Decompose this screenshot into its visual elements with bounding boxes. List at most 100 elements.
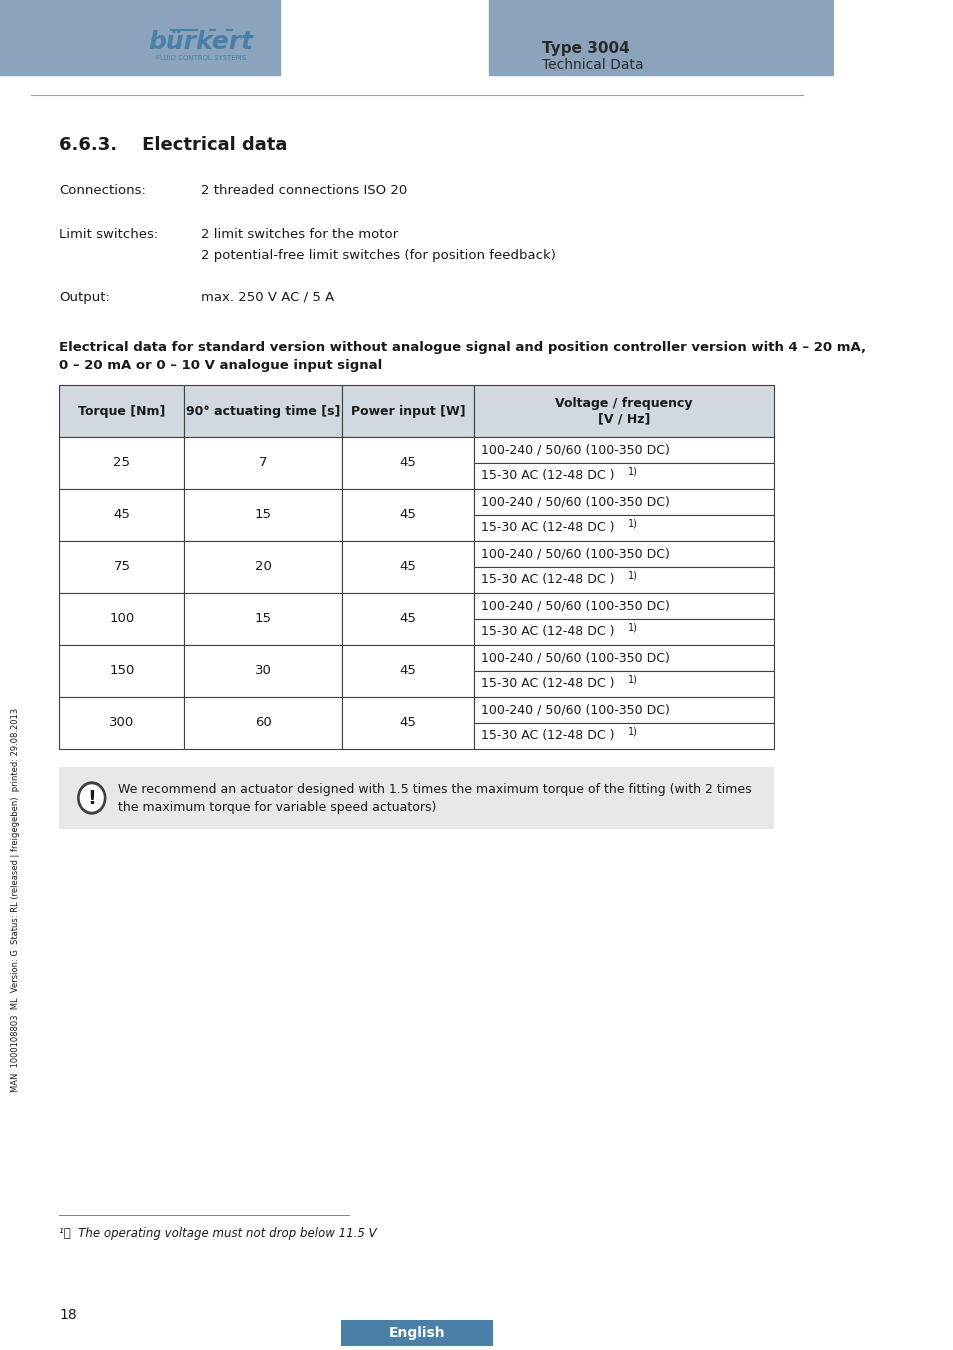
- Text: MAN  1000108803  ML  Version: G  Status: RL (released | freigegeben)  printed: 2: MAN 1000108803 ML Version: G Status: RL …: [11, 707, 20, 1092]
- Bar: [474, 593, 773, 620]
- Circle shape: [80, 784, 103, 811]
- Text: 1): 1): [627, 728, 637, 737]
- Text: 100-240 / 50/60 (100-350 DC): 100-240 / 50/60 (100-350 DC): [480, 444, 669, 456]
- Bar: [59, 541, 184, 593]
- Text: 15: 15: [254, 509, 272, 521]
- Text: 100-240 / 50/60 (100-350 DC): 100-240 / 50/60 (100-350 DC): [480, 495, 669, 509]
- Bar: [341, 541, 474, 593]
- Text: 100-240 / 50/60 (100-350 DC): 100-240 / 50/60 (100-350 DC): [480, 703, 669, 717]
- Bar: [474, 567, 773, 593]
- Bar: [341, 697, 474, 749]
- Text: 30: 30: [254, 664, 272, 678]
- Text: 1): 1): [627, 622, 637, 633]
- Text: 25: 25: [113, 456, 131, 470]
- Text: 6.6.3.    Electrical data: 6.6.3. Electrical data: [59, 136, 288, 154]
- Text: 45: 45: [399, 613, 416, 625]
- Bar: [184, 541, 341, 593]
- Text: 2 limit switches for the motor: 2 limit switches for the motor: [201, 228, 397, 242]
- Text: Technical Data: Technical Data: [541, 58, 642, 72]
- Bar: [59, 385, 184, 437]
- Bar: [59, 593, 184, 645]
- Bar: [184, 385, 341, 437]
- Text: 45: 45: [399, 509, 416, 521]
- Text: English: English: [388, 1326, 445, 1341]
- Text: 45: 45: [113, 509, 131, 521]
- Text: 15-30 AC (12-48 DC ): 15-30 AC (12-48 DC ): [480, 574, 614, 586]
- Text: 15-30 AC (12-48 DC ): 15-30 AC (12-48 DC ): [480, 678, 614, 690]
- Bar: [59, 437, 184, 489]
- Bar: [59, 767, 773, 829]
- Text: 300: 300: [110, 717, 134, 729]
- Bar: [474, 697, 773, 724]
- Bar: [184, 645, 341, 697]
- Text: Electrical data for standard version without analogue signal and position contro: Electrical data for standard version wit…: [59, 342, 865, 355]
- Text: 150: 150: [110, 664, 134, 678]
- Bar: [184, 593, 341, 645]
- Bar: [59, 489, 184, 541]
- Bar: [474, 620, 773, 645]
- Text: 15-30 AC (12-48 DC ): 15-30 AC (12-48 DC ): [480, 470, 614, 482]
- Text: 45: 45: [399, 560, 416, 574]
- Text: 75: 75: [113, 560, 131, 574]
- Text: 1): 1): [627, 675, 637, 684]
- Bar: [474, 489, 773, 514]
- Text: 0 – 20 mA or 0 – 10 V analogue input signal: 0 – 20 mA or 0 – 10 V analogue input sig…: [59, 359, 382, 373]
- Text: 18: 18: [59, 1308, 77, 1322]
- Bar: [474, 385, 773, 437]
- Bar: [184, 489, 341, 541]
- Bar: [474, 437, 773, 463]
- Text: 2 threaded connections ISO 20: 2 threaded connections ISO 20: [201, 184, 407, 197]
- Text: We recommend an actuator designed with 1.5 times the maximum torque of the fitti: We recommend an actuator designed with 1…: [118, 783, 751, 795]
- Bar: [184, 697, 341, 749]
- Text: !: !: [88, 790, 96, 809]
- Text: 45: 45: [399, 717, 416, 729]
- Text: 2 potential-free limit switches (for position feedback): 2 potential-free limit switches (for pos…: [201, 248, 556, 262]
- Bar: [59, 697, 184, 749]
- Text: 15-30 AC (12-48 DC ): 15-30 AC (12-48 DC ): [480, 729, 614, 742]
- Bar: [0, 0, 279, 76]
- Text: 100-240 / 50/60 (100-350 DC): 100-240 / 50/60 (100-350 DC): [480, 652, 669, 664]
- Bar: [341, 385, 474, 437]
- Text: 100-240 / 50/60 (100-350 DC): 100-240 / 50/60 (100-350 DC): [480, 548, 669, 560]
- Text: Voltage / frequency
[V / Hz]: Voltage / frequency [V / Hz]: [555, 397, 692, 425]
- Bar: [489, 0, 833, 76]
- Bar: [474, 463, 773, 489]
- Text: Torque [Nm]: Torque [Nm]: [78, 405, 166, 417]
- Text: 90° actuating time [s]: 90° actuating time [s]: [186, 405, 340, 417]
- Text: 15-30 AC (12-48 DC ): 15-30 AC (12-48 DC ): [480, 521, 614, 535]
- Bar: [474, 645, 773, 671]
- Text: 60: 60: [254, 717, 272, 729]
- Text: 20: 20: [254, 560, 272, 574]
- Bar: [341, 437, 474, 489]
- Text: Type 3004: Type 3004: [541, 40, 629, 55]
- Text: Power input [W]: Power input [W]: [350, 405, 465, 417]
- Bar: [474, 514, 773, 541]
- Bar: [341, 593, 474, 645]
- Text: Output:: Output:: [59, 290, 111, 304]
- Text: 100-240 / 50/60 (100-350 DC): 100-240 / 50/60 (100-350 DC): [480, 599, 669, 613]
- Text: 7: 7: [258, 456, 267, 470]
- Text: Limit switches:: Limit switches:: [59, 228, 158, 242]
- Circle shape: [78, 782, 106, 814]
- Text: 100: 100: [110, 613, 134, 625]
- Bar: [59, 645, 184, 697]
- Text: the maximum torque for variable speed actuators): the maximum torque for variable speed ac…: [118, 801, 436, 814]
- Text: 1): 1): [627, 571, 637, 580]
- Bar: [474, 671, 773, 697]
- Bar: [341, 489, 474, 541]
- Text: 15: 15: [254, 613, 272, 625]
- Bar: [340, 1320, 493, 1346]
- Bar: [341, 645, 474, 697]
- Text: ¹⦿  The operating voltage must not drop below 11.5 V: ¹⦿ The operating voltage must not drop b…: [59, 1227, 376, 1239]
- Text: 1): 1): [627, 467, 637, 477]
- Text: 45: 45: [399, 456, 416, 470]
- Text: FLUID CONTROL SYSTEMS: FLUID CONTROL SYSTEMS: [155, 55, 246, 61]
- Text: bürkert: bürkert: [149, 30, 253, 54]
- Bar: [474, 724, 773, 749]
- Text: Connections:: Connections:: [59, 184, 146, 197]
- Bar: [184, 437, 341, 489]
- Text: 15-30 AC (12-48 DC ): 15-30 AC (12-48 DC ): [480, 625, 614, 639]
- Bar: [474, 541, 773, 567]
- Text: 45: 45: [399, 664, 416, 678]
- Text: 1): 1): [627, 518, 637, 529]
